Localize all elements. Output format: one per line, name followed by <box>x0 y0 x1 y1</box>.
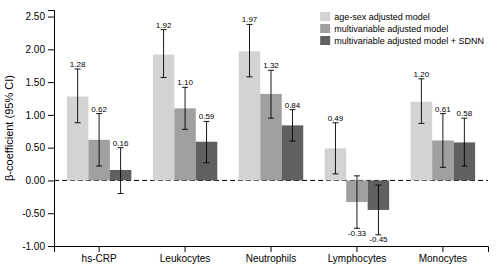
error-bars <box>96 70 446 228</box>
y-tick: -0.50 <box>22 208 54 219</box>
y-tick-mark <box>48 49 54 50</box>
y-tick: 1.50 <box>26 77 54 88</box>
x-tick: hs-CRP <box>82 246 117 264</box>
legend: age-sex adjusted model multivariable adju… <box>320 12 484 46</box>
y-tick-mark <box>48 115 54 116</box>
legend-label: multivariable adjusted model + SDNN <box>334 36 484 46</box>
x-tick: Neutrophils <box>246 246 297 264</box>
y-tick: 2.00 <box>26 44 54 55</box>
data-label: 0.59 <box>199 112 215 121</box>
x-tick-mark <box>271 246 272 252</box>
chart: -1.00 -0.50 0.00 0.50 1.00 1.50 2.00 2.50 hs-CRP… <box>0 0 500 270</box>
y-axis-line <box>48 11 55 247</box>
x-tick-mark <box>185 246 186 252</box>
error-bar <box>289 110 295 141</box>
data-label: 1.97 <box>242 15 258 24</box>
data-label: 1.28 <box>70 60 86 69</box>
x-tick-label: Lymphocytes <box>328 253 387 264</box>
x-tick-label: Monocytes <box>419 253 467 264</box>
data-label: 0.61 <box>435 105 451 114</box>
legend-label: age-sex adjusted model <box>334 12 430 22</box>
data-label: 1.32 <box>263 61 279 70</box>
error-bar <box>332 123 338 174</box>
data-label: 0.16 <box>113 139 129 148</box>
y-tick-label: 1.00 <box>26 110 46 121</box>
x-tick: Lymphocytes <box>328 246 387 264</box>
y-tick-label: 1.50 <box>26 77 46 88</box>
error-bar <box>161 30 167 78</box>
y-tick: 2.50 <box>26 11 54 22</box>
error-bar <box>461 118 467 166</box>
y-tick-label: 0.00 <box>26 175 46 186</box>
y-tick-label: -0.50 <box>22 208 45 219</box>
error-bar <box>418 79 424 124</box>
legend-item: multivariable adjusted model + SDNN <box>320 36 484 46</box>
x-tick: Leukocytes <box>160 246 211 264</box>
x-tick-label: hs-CRP <box>82 253 117 264</box>
x-tick-mark <box>442 246 443 252</box>
data-label: -0.45 <box>369 235 388 244</box>
y-tick-mark <box>48 17 54 18</box>
y-tick: 1.00 <box>26 110 54 121</box>
error-bars <box>75 24 425 173</box>
y-tick: 0.00 <box>26 175 54 186</box>
data-label: -0.33 <box>348 229 367 238</box>
data-label: 1.20 <box>414 70 430 79</box>
error-bar <box>354 176 360 228</box>
y-axis: -1.00 -0.50 0.00 0.50 1.00 1.50 2.00 2.50 <box>22 11 54 252</box>
legend-label: multivariable adjusted model <box>334 24 448 34</box>
legend-swatch <box>320 12 330 21</box>
plot: -1.00 -0.50 0.00 0.50 1.00 1.50 2.00 2.50 hs-CRP… <box>22 11 488 265</box>
x-tick-label: Leukocytes <box>160 253 211 264</box>
marks <box>54 24 488 234</box>
y-tick-label: 2.50 <box>26 11 46 22</box>
x-tick: Monocytes <box>419 246 467 264</box>
x-tick-label: Neutrophils <box>246 253 297 264</box>
error-bar <box>118 148 124 194</box>
y-tick: -1.00 <box>22 241 54 252</box>
y-tick-mark <box>48 246 54 247</box>
legend-swatch <box>320 24 330 33</box>
y-tick-mark <box>48 82 54 83</box>
y-tick-label: 0.50 <box>26 142 46 153</box>
error-bar <box>268 70 274 118</box>
data-label: 0.58 <box>457 109 473 118</box>
y-tick-label: -1.00 <box>22 241 45 252</box>
y-tick-mark <box>48 148 54 149</box>
y-tick-mark <box>48 180 54 181</box>
data-label: 1.92 <box>156 21 172 30</box>
error-bar <box>204 121 210 162</box>
error-bar <box>247 24 253 76</box>
error-bar <box>182 87 188 129</box>
legend-item: multivariable adjusted model <box>320 24 448 34</box>
error-bar <box>440 114 446 168</box>
x-tick-mark <box>356 246 357 252</box>
legend-item: age-sex adjusted model <box>320 12 430 22</box>
y-tick-mark <box>48 213 54 214</box>
y-tick: 0.50 <box>26 142 54 153</box>
data-label: 0.49 <box>328 114 344 123</box>
data-labels: 1.28 1.92 1.97 0.49 1.20 0.62 1.10 1.32 -0.33 0.6… <box>70 15 473 244</box>
legend-swatch <box>320 36 330 45</box>
error-bars <box>118 110 468 235</box>
x-axis-line <box>55 247 489 253</box>
error-bar <box>375 185 381 235</box>
x-tick-mark <box>99 246 100 252</box>
y-axis-title: β-coefficient (95% CI) <box>3 75 15 181</box>
y-tick-label: 2.00 <box>26 44 46 55</box>
error-bar <box>96 114 102 166</box>
error-bar <box>75 69 81 123</box>
data-label: 0.62 <box>91 105 107 114</box>
data-label: 1.10 <box>177 78 193 87</box>
data-label: 0.84 <box>285 101 301 110</box>
x-axis: hs-CRP Leukocytes Neutrophils Lymphocytes Mo… <box>55 246 489 264</box>
